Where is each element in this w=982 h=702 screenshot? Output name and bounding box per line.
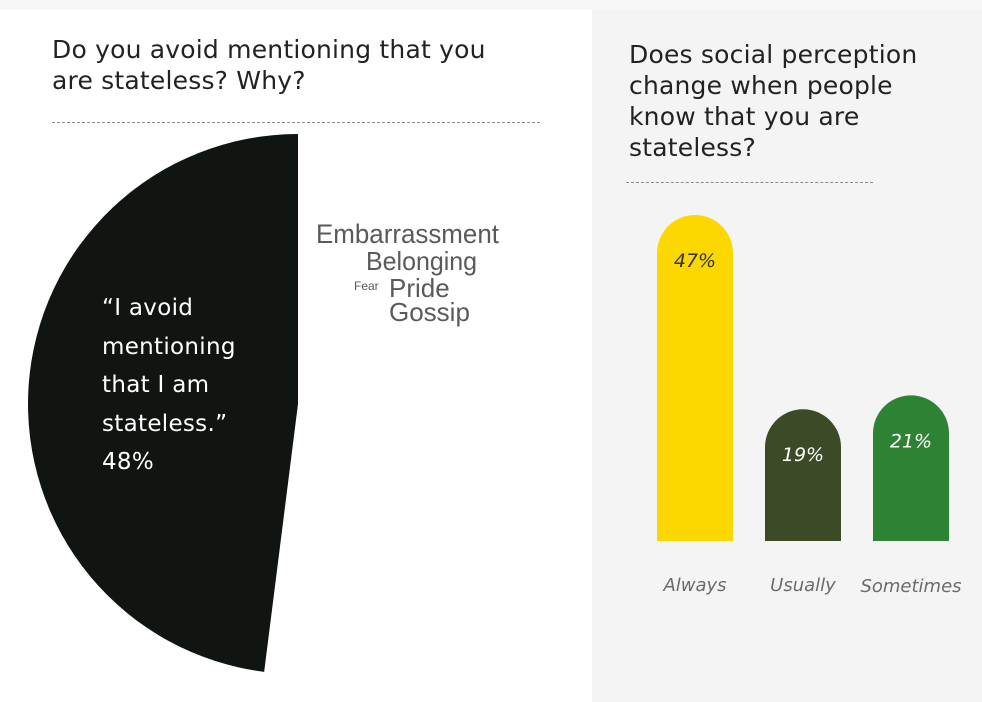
bar-always (657, 215, 733, 541)
bar-sometimes (873, 395, 949, 541)
bar-category-label-usually: Usually (770, 575, 836, 596)
left-panel: Do you avoid mentioning that you are sta… (0, 10, 592, 702)
left-divider (52, 122, 540, 123)
bar-chart: 47% 19% 21% (657, 215, 949, 541)
pie-chart (28, 134, 298, 672)
bar-category-label-always: Always (663, 575, 727, 596)
bar-value-label-always: 47% (674, 250, 716, 272)
pie-slice-avoid-mentioning (28, 134, 298, 672)
bar-value-label-sometimes: 21% (890, 430, 932, 452)
word-cloud-pride: Pride (389, 273, 450, 303)
word-cloud-gossip: Gossip (389, 297, 470, 327)
left-question: Do you avoid mentioning that you are sta… (52, 35, 486, 95)
pie-slice-label: “I avoid mentioning that I am stateless.… (102, 295, 236, 475)
bar-value-label-usually: 19% (782, 444, 824, 466)
right-panel: Does social perception change when peopl… (592, 10, 982, 702)
bar-usually (765, 409, 841, 541)
right-question: Does social perception change when peopl… (629, 40, 918, 162)
right-divider (626, 182, 873, 183)
top-strip (0, 0, 982, 10)
word-cloud-fear: Fear (354, 279, 379, 293)
bar-category-label-sometimes: Sometimes (860, 576, 962, 597)
word-cloud-embarrassment: Embarrassment (316, 219, 499, 249)
word-cloud-belonging: Belonging (366, 246, 478, 276)
